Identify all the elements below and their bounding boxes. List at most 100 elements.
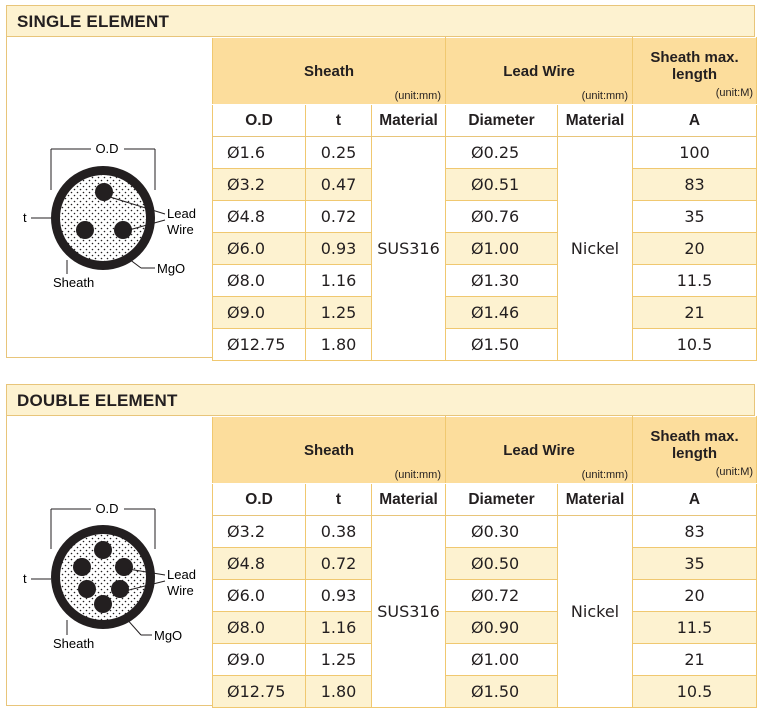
od-cell: Ø4.8 [212,200,306,233]
wire-label: Wire [167,583,194,598]
a-cell: 10.5 [632,328,758,361]
mgo-fill [60,534,146,620]
sheath-label: Sheath [53,275,94,290]
a-cell: 21 [632,643,758,676]
table-row: Ø6.0 0.93 Ø1.00 20 [212,232,758,265]
sheath-header-text: Sheath [304,441,355,459]
t-cell: 0.93 [305,232,372,265]
lead-wire-dot [78,580,96,598]
lead-wire-dot [73,558,91,576]
a-cell: 83 [632,515,758,548]
length-group-header: Sheath max. length (unit:M) [632,416,758,484]
sheath-unit: (unit:mm) [394,90,442,102]
table-row: Ø3.2 0.47 Ø0.51 83 [212,168,758,201]
single-element-spec-table: Sheath (unit:mm) Lead Wire (unit:mm) She… [211,37,758,361]
sheath-group-header: Sheath (unit:mm) [211,416,447,484]
lead-wire-dot [115,558,133,576]
table-row: Ø12.75 1.80 Ø1.50 10.5 [212,328,758,361]
col-diameter: Diameter [445,483,559,516]
t-cell: 1.16 [305,611,372,644]
t-label: t [23,210,27,225]
lead-wire-dot [94,541,112,559]
diameter-cell: Ø0.30 [445,515,559,548]
od-cell: Ø4.8 [212,547,306,580]
diameter-cell: Ø0.90 [445,611,559,644]
single-element-cross-section-diagram: O.D t Lead Wire MgO Sheath [23,141,196,290]
table-row: Ø12.75 1.80 Ø1.50 10.5 [212,675,758,708]
lead-label: Lead [167,567,196,582]
col-diameter: Diameter [445,104,559,137]
length-unit: (unit:M) [715,87,754,99]
panel-title: SINGLE ELEMENT [7,6,754,37]
diameter-cell: Ø0.51 [445,168,559,201]
a-cell: 10.5 [632,675,758,708]
col-t: t [305,104,372,137]
col-od: O.D [212,483,306,516]
a-cell: 35 [632,200,758,233]
lead-wire-dot [76,221,94,239]
table-row: Ø8.0 1.16 Ø0.90 11.5 [212,611,758,644]
col-lead-material: Material [557,104,634,137]
t-cell: 0.25 [305,136,372,169]
mgo-fill [60,175,146,261]
od-cell: Ø12.75 [212,675,306,708]
panel-title: DOUBLE ELEMENT [7,385,754,416]
t-cell: 1.25 [305,296,372,329]
diameter-cell: Ø1.30 [445,264,559,297]
table-row: Ø9.0 1.25 Ø1.00 21 [212,643,758,676]
lead-wire-dot [94,595,112,613]
od-cell: Ø3.2 [212,168,306,201]
diameter-cell: Ø0.76 [445,200,559,233]
t-label: t [23,571,27,586]
col-od: O.D [212,104,306,137]
diameter-cell: Ø1.50 [445,675,559,708]
diameter-cell: Ø1.50 [445,328,559,361]
lead-material-cell: Nickel [557,515,634,708]
sheath-group-header: Sheath (unit:mm) [211,37,447,105]
od-cell: Ø9.0 [212,296,306,329]
lead-wire-group-header: Lead Wire (unit:mm) [445,416,634,484]
a-cell: 20 [632,579,758,612]
t-cell: 1.80 [305,675,372,708]
table-row: Ø4.8 0.72 Ø0.76 35 [212,200,758,233]
lead-wire-header-text: Lead Wire [503,441,575,459]
a-cell: 11.5 [632,611,758,644]
sheath-unit: (unit:mm) [394,469,442,481]
diameter-cell: Ø1.00 [445,232,559,265]
length-header-line2: length [672,445,718,462]
sheath-material-cell: SUS316 [370,515,447,708]
single-element-panel: SINGLE ELEMENT O.D t Lead Wire [6,5,758,361]
diameter-cell: Ø0.72 [445,579,559,612]
lead-wire-header-text: Lead Wire [503,62,575,80]
table-row: Ø9.0 1.25 Ø1.46 21 [212,296,758,329]
t-cell: 0.72 [305,547,372,580]
col-t: t [305,483,372,516]
od-cell: Ø9.0 [212,643,306,676]
t-cell: 0.47 [305,168,372,201]
od-label: O.D [95,141,118,156]
double-element-cross-section-diagram: O.D t Lead Wire MgO Sheath [23,501,196,651]
t-cell: 1.25 [305,643,372,676]
sheath-label: Sheath [53,636,94,651]
lead-wire-unit: (unit:mm) [581,90,629,102]
lead-wire-group-header: Lead Wire (unit:mm) [445,37,634,105]
col-sheath-material: Material [370,104,447,137]
t-cell: 0.72 [305,200,372,233]
lead-wire-unit: (unit:mm) [581,469,629,481]
col-lead-material: Material [557,483,634,516]
od-label: O.D [95,501,118,516]
table-row: Ø4.8 0.72 Ø0.50 35 [212,547,758,580]
table-row: Ø1.6 0.25 SUS316 Ø0.25 Nickel 100 [212,136,758,361]
a-cell: 83 [632,168,758,201]
a-cell: 100 [632,136,758,169]
length-header-line1: Sheath max. [650,428,739,445]
col-a: A [632,483,758,516]
t-cell: 0.93 [305,579,372,612]
table-row: Ø8.0 1.16 Ø1.30 11.5 [212,264,758,297]
diameter-cell: Ø0.50 [445,547,559,580]
lead-material-cell: Nickel [557,136,634,361]
double-element-spec-table: Sheath (unit:mm) Lead Wire (unit:mm) She… [211,416,758,708]
lead-label: Lead [167,206,196,221]
lead-wire-dot [111,580,129,598]
sheath-material-cell: SUS316 [370,136,447,361]
